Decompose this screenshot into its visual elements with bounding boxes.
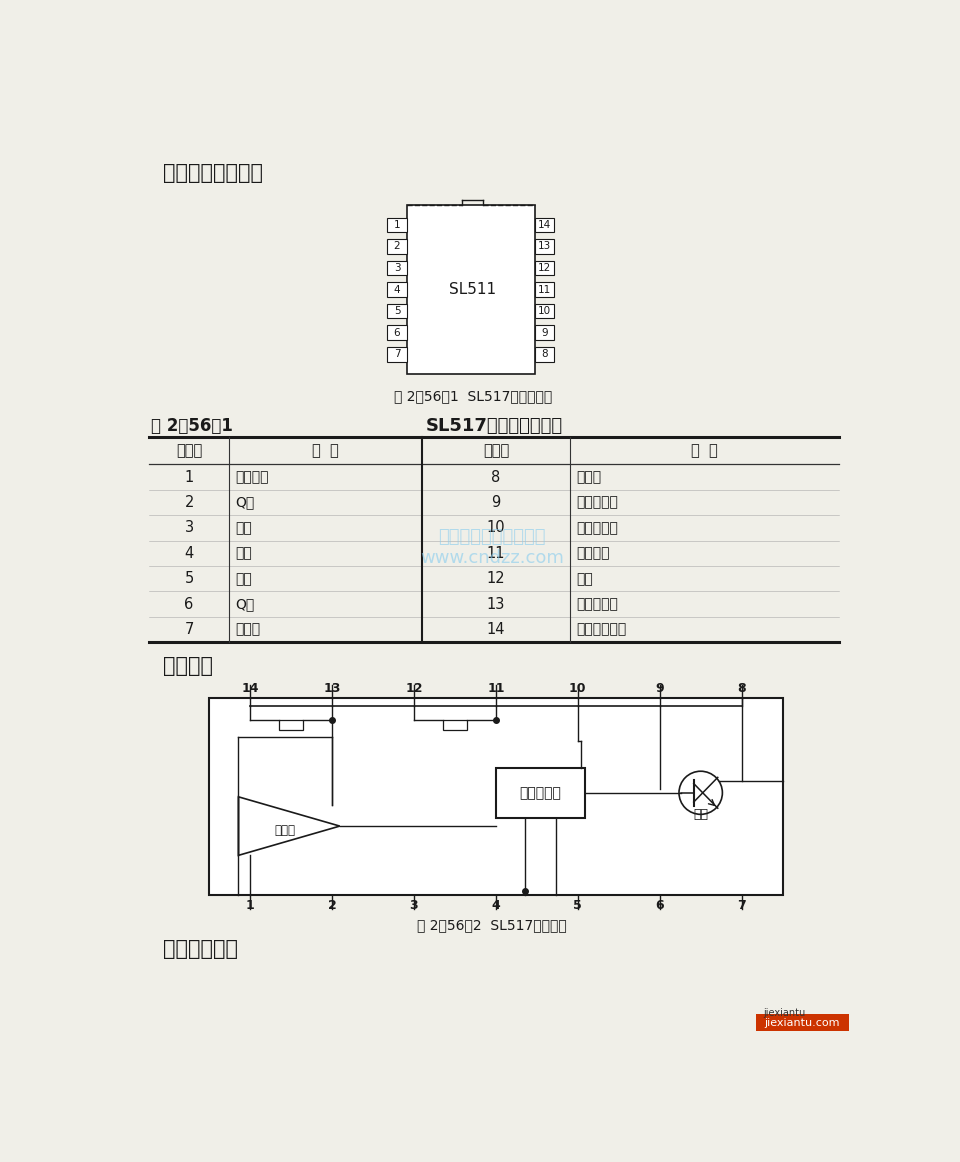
Text: 接驻极体话筒: 接驻极体话筒 [576, 623, 627, 637]
Text: 放大器: 放大器 [275, 824, 296, 837]
Bar [535, 260, 554, 275]
Text: 4: 4 [492, 898, 500, 912]
Text: 外接电源: 外接电源 [576, 546, 610, 560]
Text: 10: 10 [538, 306, 551, 316]
Text: 1: 1 [184, 469, 194, 485]
Text: 接地: 接地 [235, 546, 252, 560]
Text: 7: 7 [184, 622, 194, 637]
Text: 3: 3 [410, 898, 419, 912]
Text: 11: 11 [538, 285, 551, 295]
Text: 输出端: 输出端 [576, 471, 602, 485]
Text: 9: 9 [656, 682, 664, 695]
Bar [535, 239, 554, 253]
Bar [496, 768, 586, 818]
Text: 10: 10 [487, 521, 505, 536]
Bar [278, 720, 303, 730]
Text: SL511: SL511 [449, 282, 496, 297]
Text: 电气技术指标: 电气技术指标 [162, 939, 238, 960]
Bar [388, 260, 407, 275]
Text: 2: 2 [327, 898, 336, 912]
Text: 14: 14 [538, 220, 551, 230]
Text: Q端: Q端 [235, 597, 254, 611]
Text: 消振: 消振 [235, 572, 252, 586]
Text: 9: 9 [492, 495, 501, 510]
Text: 13: 13 [538, 242, 551, 251]
Circle shape [679, 772, 722, 815]
Text: 功  能: 功 能 [312, 443, 339, 458]
Text: 9: 9 [541, 328, 547, 338]
Text: 11: 11 [487, 682, 505, 695]
Bar [535, 282, 554, 297]
Bar [535, 325, 554, 340]
Bar [535, 303, 554, 318]
Text: 图 2－56－1  SL517引脚排列图: 图 2－56－1 SL517引脚排列图 [394, 389, 552, 403]
Text: 输出端: 输出端 [235, 623, 260, 637]
Text: 12: 12 [487, 572, 505, 586]
Text: 6: 6 [656, 898, 664, 912]
Text: 13: 13 [324, 682, 341, 695]
Text: 7: 7 [737, 898, 746, 912]
Text: jiexiantu: jiexiantu [763, 1009, 805, 1018]
Text: 3: 3 [184, 521, 194, 536]
Text: 11: 11 [487, 546, 505, 561]
Text: 8: 8 [492, 469, 501, 485]
Text: 8: 8 [737, 682, 746, 695]
Text: 表 2－56－1: 表 2－56－1 [151, 417, 233, 435]
Text: 图 2－56－2  SL517逻辑框图: 图 2－56－2 SL517逻辑框图 [418, 918, 566, 932]
Text: 10: 10 [569, 682, 587, 695]
Text: 13: 13 [487, 596, 505, 611]
Bar [388, 303, 407, 318]
Bar [535, 217, 554, 232]
Text: SL517引脚符号及功能: SL517引脚符号及功能 [426, 417, 563, 435]
Bar [209, 698, 782, 895]
Text: 消振: 消振 [235, 521, 252, 535]
Text: 8: 8 [541, 350, 547, 359]
Text: 6: 6 [184, 596, 194, 611]
Text: 3: 3 [394, 263, 400, 273]
Text: 7: 7 [394, 350, 400, 359]
Bar [756, 1014, 849, 1031]
Text: 1: 1 [394, 220, 400, 230]
Text: 2: 2 [394, 242, 400, 251]
Bar [388, 325, 407, 340]
Text: 杭州焕索科技有限公司
www.cndzz.com: 杭州焕索科技有限公司 www.cndzz.com [420, 529, 564, 567]
Text: 放大器输出: 放大器输出 [576, 597, 618, 611]
Bar [388, 239, 407, 253]
Bar [388, 217, 407, 232]
Bar [535, 347, 554, 361]
Text: 导通触发端: 导通触发端 [576, 521, 618, 535]
Text: 6: 6 [394, 328, 400, 338]
Polygon shape [238, 797, 340, 855]
Text: 12: 12 [538, 263, 551, 273]
Text: 功  能: 功 能 [691, 443, 718, 458]
Text: 14: 14 [241, 682, 259, 695]
Bar [388, 282, 407, 297]
Text: 引脚号: 引脚号 [176, 443, 203, 458]
Text: 引脚号: 引脚号 [483, 443, 509, 458]
Bar [407, 205, 535, 374]
Text: 1: 1 [246, 898, 254, 912]
Text: 截止触发端: 截止触发端 [576, 495, 618, 509]
Text: 4: 4 [184, 546, 194, 561]
Text: 12: 12 [405, 682, 422, 695]
Text: 驱动: 驱动 [693, 808, 708, 820]
Text: 双稳态电路: 双稳态电路 [519, 786, 562, 799]
Text: 5: 5 [573, 898, 582, 912]
Text: 14: 14 [487, 622, 505, 637]
Text: 4: 4 [394, 285, 400, 295]
Text: 逻辑框图: 逻辑框图 [162, 657, 212, 676]
Bar [443, 720, 468, 730]
Text: 5: 5 [394, 306, 400, 316]
Text: 2: 2 [184, 495, 194, 510]
Text: 信号输入: 信号输入 [235, 471, 269, 485]
Bar [388, 347, 407, 361]
Text: Q端: Q端 [235, 495, 254, 509]
Text: 退耦: 退耦 [576, 572, 593, 586]
Text: 引脚排列图及功能: 引脚排列图及功能 [162, 163, 263, 182]
Text: 5: 5 [184, 572, 194, 586]
Text: jiexiantu.com: jiexiantu.com [764, 1018, 840, 1028]
